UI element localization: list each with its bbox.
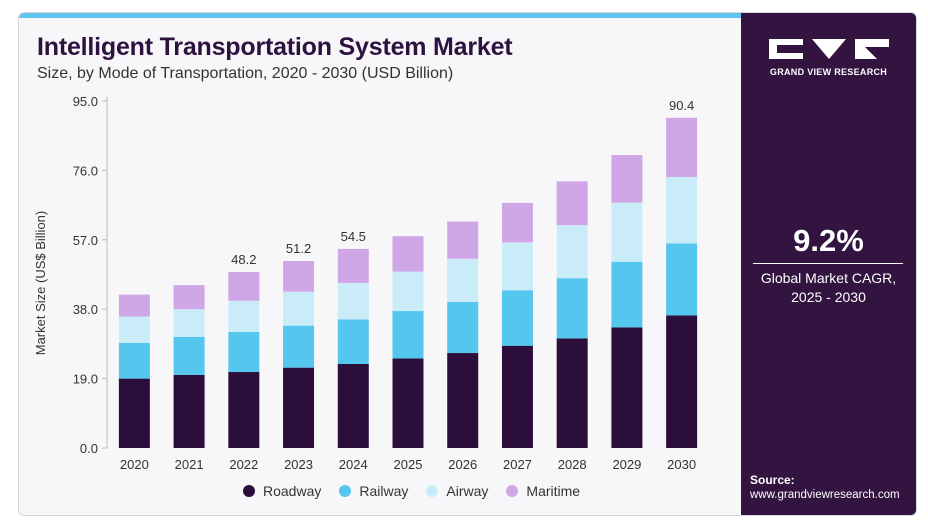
y-tick-label: 0.0 [80,441,98,456]
y-tick-label: 38.0 [73,302,98,317]
legend-item-airway: Airway [426,483,488,499]
bar-railway-2021 [173,336,205,375]
data-label-2022: 48.2 [231,252,256,267]
legend-swatch [243,485,255,497]
bar-roadway-2026 [447,353,479,448]
bar-maritime-2026 [447,221,479,259]
bar-maritime-2027 [501,202,533,243]
cagr-label-line2: 2025 - 2030 [791,289,866,305]
bar-maritime-2023 [283,260,315,292]
source-url: www.grandviewresearch.com [750,489,900,501]
legend-label: Roadway [263,483,322,499]
legend-label: Railway [359,483,409,499]
legend-label: Airway [446,483,489,499]
x-tick-label: 2028 [558,457,587,472]
bar-airway-2025 [392,271,424,312]
bar-roadway-2022 [228,372,260,448]
chart-title: Intelligent Transportation System Market [37,33,513,61]
bar-airway-2020 [118,316,150,343]
bar-airway-2026 [447,258,479,302]
bar-railway-2025 [392,311,424,359]
cagr-label-line1: Global Market CAGR, [760,270,897,286]
x-tick-label: 2024 [339,457,368,472]
accent-bar [19,13,741,18]
legend-item-roadway: Roadway [243,483,321,499]
bar-railway-2030 [666,243,698,316]
data-label-2024: 54.5 [341,229,366,244]
bar-roadway-2027 [501,345,533,448]
y-tick-label: 19.0 [73,372,98,387]
bar-roadway-2021 [173,374,205,448]
bar-roadway-2029 [611,327,643,448]
x-tick-label: 2020 [120,457,149,472]
legend-swatch [426,485,439,497]
data-label-2023: 51.2 [286,241,311,256]
brand-name: GRAND VIEW RESEARCH [769,67,888,77]
data-label-2030: 90.4 [669,98,694,113]
x-tick-label: 2025 [394,457,423,472]
bar-airway-2024 [337,282,369,320]
bar-railway-2020 [118,342,150,379]
info-panel: GRAND VIEW RESEARCH 9.2% Global Market C… [741,13,916,515]
cagr-label: Global Market CAGR, 2025 - 2030 [741,269,916,307]
bar-airway-2023 [283,291,315,326]
bar-maritime-2028 [556,181,588,226]
grand-view-research-logo-icon [769,39,889,59]
bar-railway-2026 [447,301,479,354]
x-tick-label: 2026 [448,457,477,472]
bar-airway-2029 [611,202,643,262]
bar-airway-2030 [666,176,698,244]
legend-swatch [339,485,352,497]
bar-maritime-2025 [392,236,424,272]
bar-airway-2028 [556,225,588,279]
bar-railway-2023 [283,325,315,368]
y-tick-label: 95.0 [73,94,98,109]
bar-maritime-2022 [228,271,260,301]
bar-roadway-2020 [118,378,150,448]
chart-legend: Roadway Railway Airway Maritime [243,483,598,500]
legend-item-railway: Railway [339,483,408,499]
bar-railway-2029 [611,261,643,328]
bar-maritime-2030 [666,117,698,177]
bar-maritime-2020 [118,294,150,317]
legend-swatch [506,485,519,497]
bar-maritime-2024 [337,248,369,283]
bar-roadway-2024 [337,363,369,448]
bar-roadway-2028 [556,338,588,448]
chart-card: Intelligent Transportation System Market… [18,12,917,516]
source-title: Source: [750,473,795,487]
bar-railway-2022 [228,331,260,373]
bar-airway-2022 [228,300,260,332]
x-tick-label: 2023 [284,457,313,472]
bar-railway-2028 [556,278,588,339]
bar-airway-2021 [173,309,205,337]
stacked-bar-chart: 0.0 19.0 38.0 57.0 76.0 95.0 2020 2021 2022 2023… [33,94,698,472]
bar-maritime-2021 [173,285,205,310]
x-tick-label: 2030 [667,457,696,472]
bar-maritime-2029 [611,155,643,203]
x-tick-label: 2022 [229,457,258,472]
cagr-value: 9.2% [793,223,864,258]
y-tick-label: 57.0 [73,233,98,248]
bar-roadway-2025 [392,358,424,448]
x-tick-label: 2029 [612,457,641,472]
bar-railway-2024 [337,319,369,364]
x-tick-label: 2027 [503,457,532,472]
chart-subtitle: Size, by Mode of Transportation, 2020 - … [37,65,454,82]
bar-airway-2027 [501,242,533,291]
legend-item-maritime: Maritime [506,483,580,499]
bar-roadway-2023 [283,367,315,448]
y-axis-label: Market Size (US$ Billion) [33,211,48,356]
chart-panel: Intelligent Transportation System Market… [19,13,741,515]
bar-railway-2027 [501,290,533,346]
y-tick-label: 76.0 [73,163,98,178]
cagr-divider [753,263,903,264]
bar-roadway-2030 [666,315,698,448]
x-tick-label: 2021 [175,457,204,472]
legend-label: Maritime [526,483,581,499]
